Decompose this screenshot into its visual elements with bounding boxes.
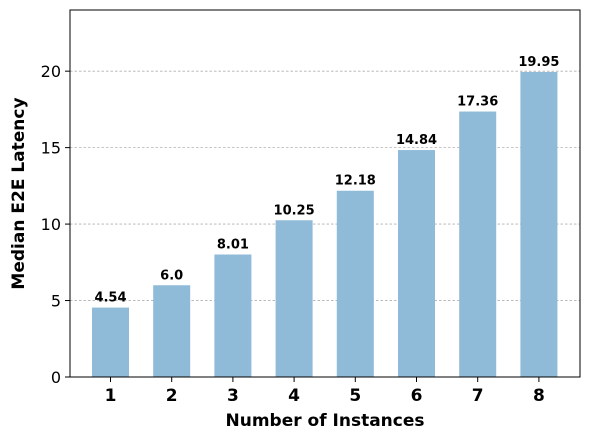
x-tick-label: 5	[349, 386, 361, 406]
bar	[459, 111, 497, 377]
bar	[153, 285, 191, 377]
data-label: 10.25	[274, 203, 315, 218]
bars	[92, 71, 558, 378]
bar	[92, 307, 129, 377]
x-axis-ticks: 1 2 3 4 5 6 7 8	[105, 377, 545, 406]
x-tick-label: 8	[533, 386, 545, 406]
grid-lines	[70, 70, 580, 301]
y-tick-label: 0	[51, 368, 61, 387]
y-tick-label: 10	[41, 215, 61, 234]
data-labels: 4.54 6.0 8.01 10.25 12.18 14.84 17.36 19.95	[94, 55, 559, 306]
x-axis-title: Number of Instances	[225, 411, 424, 431]
bar	[398, 150, 435, 377]
x-tick-label: 6	[411, 386, 423, 406]
data-label: 6.0	[160, 268, 183, 283]
y-tick-label: 5	[51, 292, 61, 311]
data-label: 12.18	[335, 174, 376, 189]
y-axis-ticks: 0 5 10 15 20	[41, 62, 70, 387]
y-axis-title: Median E2E Latency	[9, 97, 29, 289]
data-label: 4.54	[94, 291, 126, 306]
x-tick-label: 1	[105, 386, 117, 406]
y-tick-label: 20	[41, 62, 61, 81]
x-tick-label: 2	[166, 386, 178, 406]
data-label: 8.01	[217, 238, 249, 253]
plot-frame	[69, 9, 581, 378]
bar	[214, 254, 252, 377]
data-label: 17.36	[457, 95, 498, 110]
x-tick-label: 3	[227, 386, 239, 406]
data-label: 19.95	[518, 55, 559, 70]
x-tick-label: 7	[472, 386, 484, 406]
bar	[275, 220, 313, 377]
x-tick-label: 4	[288, 386, 300, 406]
bar	[336, 190, 374, 377]
data-label: 14.84	[396, 133, 437, 148]
y-tick-label: 15	[41, 139, 61, 158]
bar	[520, 71, 558, 378]
